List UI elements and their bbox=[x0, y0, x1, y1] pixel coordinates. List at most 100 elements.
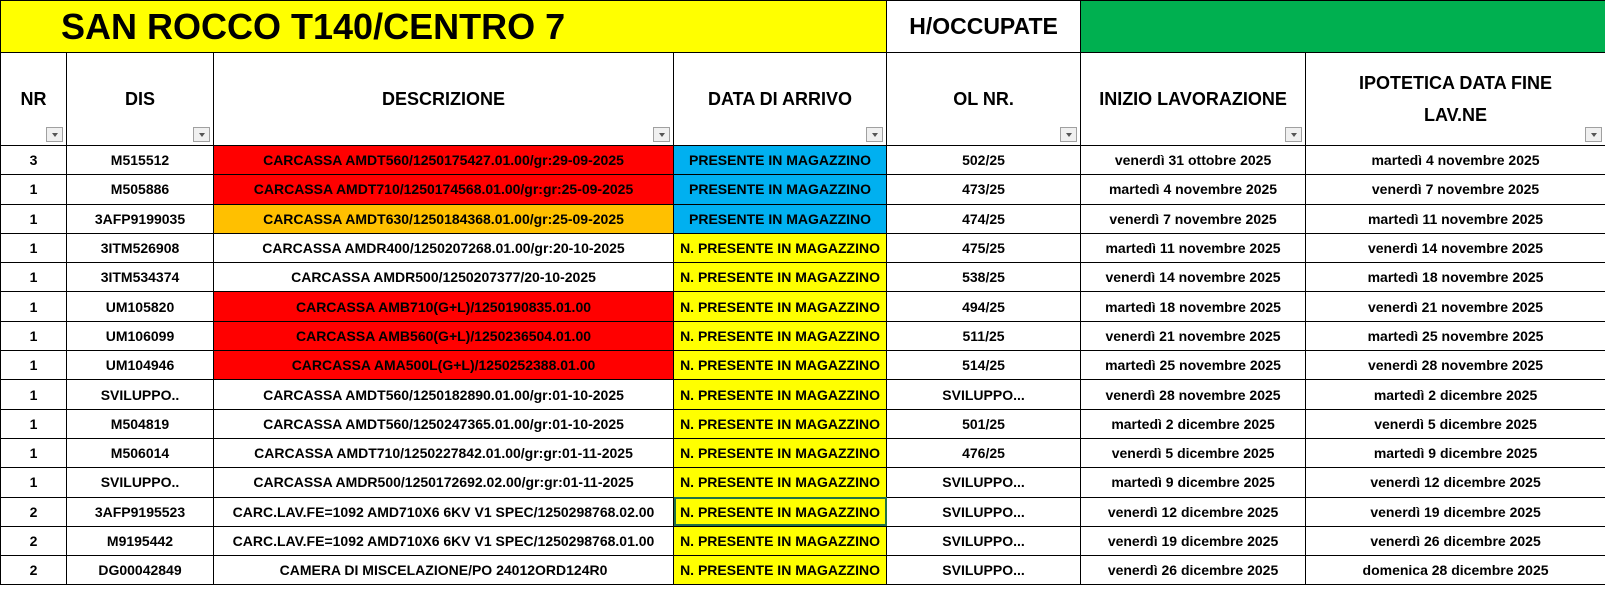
cell-data-fine[interactable]: venerdì 21 novembre 2025 bbox=[1305, 291, 1605, 322]
cell-dis[interactable]: M505886 bbox=[66, 174, 214, 205]
cell-data-fine[interactable]: martedì 9 dicembre 2025 bbox=[1305, 437, 1605, 469]
cell-ol-nr[interactable]: 475/25 bbox=[886, 232, 1082, 264]
cell-data-arrivo[interactable]: N. PRESENTE IN MAGAZZINO bbox=[672, 232, 888, 264]
cell-descrizione[interactable]: CARCASSA AMB710(G+L)/1250190835.01.00 bbox=[213, 291, 674, 322]
cell-inizio-lavorazione[interactable]: venerdì 12 dicembre 2025 bbox=[1080, 496, 1307, 527]
cell-ol-nr[interactable]: 474/25 bbox=[886, 203, 1082, 234]
cell-inizio-lavorazione[interactable]: venerdì 19 dicembre 2025 bbox=[1080, 525, 1307, 557]
cell-dis[interactable]: SVILUPPO.. bbox=[66, 467, 214, 498]
cell-data-arrivo[interactable]: N. PRESENTE IN MAGAZZINO bbox=[672, 320, 888, 352]
cell-ol-nr[interactable]: SVILUPPO... bbox=[886, 525, 1082, 557]
cell-data-arrivo[interactable]: N. PRESENTE IN MAGAZZINO bbox=[672, 379, 888, 410]
cell-data-arrivo[interactable]: N. PRESENTE IN MAGAZZINO bbox=[672, 291, 888, 322]
filter-dropdown-button[interactable] bbox=[46, 127, 63, 142]
cell-ol-nr[interactable]: 473/25 bbox=[886, 174, 1082, 205]
cell-descrizione[interactable]: CARC.LAV.FE=1092 AMD710X6 6KV V1 SPEC/12… bbox=[213, 496, 674, 527]
cell-nr[interactable]: 2 bbox=[0, 555, 67, 586]
header-data-fine[interactable]: IPOTETICA DATA FINE LAV.NE bbox=[1305, 52, 1605, 146]
cell-nr[interactable]: 1 bbox=[0, 467, 67, 498]
cell-data-fine[interactable]: venerdì 5 dicembre 2025 bbox=[1305, 408, 1605, 439]
filter-dropdown-button[interactable] bbox=[1285, 127, 1303, 142]
cell-nr[interactable]: 2 bbox=[0, 525, 67, 557]
cell-ol-nr[interactable]: 538/25 bbox=[886, 262, 1082, 293]
cell-dis[interactable]: 3AFP9199035 bbox=[66, 203, 214, 234]
cell-inizio-lavorazione[interactable]: martedì 11 novembre 2025 bbox=[1080, 232, 1307, 264]
cell-inizio-lavorazione[interactable]: venerdì 5 dicembre 2025 bbox=[1080, 437, 1307, 469]
cell-inizio-lavorazione[interactable]: venerdì 14 novembre 2025 bbox=[1080, 262, 1307, 293]
cell-ol-nr[interactable]: SVILUPPO... bbox=[886, 496, 1082, 527]
cell-ol-nr[interactable]: SVILUPPO... bbox=[886, 555, 1082, 586]
cell-ol-nr[interactable]: 494/25 bbox=[886, 291, 1082, 322]
cell-descrizione[interactable]: CARCASSA AMDT710/1250174568.01.00/gr:gr:… bbox=[213, 174, 674, 205]
cell-dis[interactable]: M9195442 bbox=[66, 525, 214, 557]
cell-nr[interactable]: 1 bbox=[0, 203, 67, 234]
cell-data-arrivo[interactable]: N. PRESENTE IN MAGAZZINO bbox=[672, 496, 888, 527]
cell-dis[interactable]: UM104946 bbox=[66, 350, 214, 381]
cell-inizio-lavorazione[interactable]: martedì 18 novembre 2025 bbox=[1080, 291, 1307, 322]
filter-dropdown-button[interactable] bbox=[1060, 127, 1078, 142]
cell-nr[interactable]: 1 bbox=[0, 437, 67, 469]
cell-nr[interactable]: 1 bbox=[0, 291, 67, 322]
cell-data-arrivo[interactable]: N. PRESENTE IN MAGAZZINO bbox=[672, 525, 888, 557]
cell-data-fine[interactable]: martedì 2 dicembre 2025 bbox=[1305, 379, 1605, 410]
cell-nr[interactable]: 1 bbox=[0, 320, 67, 352]
cell-data-arrivo[interactable]: N. PRESENTE IN MAGAZZINO bbox=[672, 467, 888, 498]
cell-data-fine[interactable]: martedì 4 novembre 2025 bbox=[1305, 144, 1605, 176]
cell-ol-nr[interactable]: SVILUPPO... bbox=[886, 467, 1082, 498]
cell-inizio-lavorazione[interactable]: venerdì 28 novembre 2025 bbox=[1080, 379, 1307, 410]
cell-inizio-lavorazione[interactable]: martedì 4 novembre 2025 bbox=[1080, 174, 1307, 205]
cell-inizio-lavorazione[interactable]: martedì 25 novembre 2025 bbox=[1080, 350, 1307, 381]
cell-ol-nr[interactable]: 511/25 bbox=[886, 320, 1082, 352]
filter-dropdown-button[interactable] bbox=[1585, 127, 1603, 142]
cell-dis[interactable]: UM105820 bbox=[66, 291, 214, 322]
header-dis[interactable]: DIS bbox=[66, 52, 214, 146]
cell-dis[interactable]: 3AFP9195523 bbox=[66, 496, 214, 527]
cell-nr[interactable]: 1 bbox=[0, 174, 67, 205]
cell-data-arrivo[interactable]: N. PRESENTE IN MAGAZZINO bbox=[672, 408, 888, 439]
cell-descrizione[interactable]: CARCASSA AMDT560/1250247365.01.00/gr:01-… bbox=[213, 408, 674, 439]
cell-data-arrivo[interactable]: N. PRESENTE IN MAGAZZINO bbox=[672, 262, 888, 293]
cell-nr[interactable]: 1 bbox=[0, 262, 67, 293]
sheet-title[interactable]: SAN ROCCO T140/CENTRO 7 bbox=[0, 0, 888, 53]
cell-nr[interactable]: 2 bbox=[0, 496, 67, 527]
cell-data-arrivo[interactable]: PRESENTE IN MAGAZZINO bbox=[672, 144, 888, 176]
cell-data-fine[interactable]: venerdì 7 novembre 2025 bbox=[1305, 174, 1605, 205]
cell-data-fine[interactable]: venerdì 12 dicembre 2025 bbox=[1305, 467, 1605, 498]
cell-descrizione[interactable]: CARCASSA AMDR500/1250172692.02.00/gr:gr:… bbox=[213, 467, 674, 498]
cell-inizio-lavorazione[interactable]: venerdì 31 ottobre 2025 bbox=[1080, 144, 1307, 176]
cell-descrizione[interactable]: CARCASSA AMDR400/1250207268.01.00/gr:20-… bbox=[213, 232, 674, 264]
cell-nr[interactable]: 1 bbox=[0, 232, 67, 264]
header-descrizione[interactable]: DESCRIZIONE bbox=[213, 52, 674, 146]
cell-data-fine[interactable]: venerdì 26 dicembre 2025 bbox=[1305, 525, 1605, 557]
cell-data-fine[interactable]: martedì 25 novembre 2025 bbox=[1305, 320, 1605, 352]
filter-dropdown-button[interactable] bbox=[193, 127, 210, 142]
cell-ol-nr[interactable]: 501/25 bbox=[886, 408, 1082, 439]
cell-descrizione[interactable]: CARCASSA AMB560(G+L)/1250236504.01.00 bbox=[213, 320, 674, 352]
cell-dis[interactable]: M506014 bbox=[66, 437, 214, 469]
occupate-bar[interactable] bbox=[1080, 0, 1605, 53]
cell-descrizione[interactable]: CARCASSA AMDR500/1250207377/20-10-2025 bbox=[213, 262, 674, 293]
cell-data-fine[interactable]: venerdì 19 dicembre 2025 bbox=[1305, 496, 1605, 527]
cell-data-arrivo[interactable]: N. PRESENTE IN MAGAZZINO bbox=[672, 350, 888, 381]
cell-ol-nr[interactable]: SVILUPPO... bbox=[886, 379, 1082, 410]
occupate-label[interactable]: H/OCCUPATE bbox=[886, 0, 1082, 53]
cell-nr[interactable]: 1 bbox=[0, 379, 67, 410]
header-data-arrivo[interactable]: DATA DI ARRIVO bbox=[672, 52, 888, 146]
cell-data-fine[interactable]: venerdì 28 novembre 2025 bbox=[1305, 350, 1605, 381]
cell-inizio-lavorazione[interactable]: venerdì 7 novembre 2025 bbox=[1080, 203, 1307, 234]
cell-dis[interactable]: M504819 bbox=[66, 408, 214, 439]
header-nr[interactable]: NR bbox=[0, 52, 67, 146]
cell-descrizione[interactable]: CARCASSA AMDT560/1250175427.01.00/gr:29-… bbox=[213, 144, 674, 176]
cell-inizio-lavorazione[interactable]: venerdì 26 dicembre 2025 bbox=[1080, 555, 1307, 586]
cell-ol-nr[interactable]: 514/25 bbox=[886, 350, 1082, 381]
cell-data-fine[interactable]: domenica 28 dicembre 2025 bbox=[1305, 555, 1605, 586]
cell-ol-nr[interactable]: 476/25 bbox=[886, 437, 1082, 469]
cell-descrizione[interactable]: CAMERA DI MISCELAZIONE/PO 24012ORD124R0 bbox=[213, 555, 674, 586]
cell-data-fine[interactable]: venerdì 14 novembre 2025 bbox=[1305, 232, 1605, 264]
cell-data-arrivo[interactable]: PRESENTE IN MAGAZZINO bbox=[672, 203, 888, 234]
cell-data-fine[interactable]: martedì 18 novembre 2025 bbox=[1305, 262, 1605, 293]
cell-descrizione[interactable]: CARCASSA AMDT560/1250182890.01.00/gr:01-… bbox=[213, 379, 674, 410]
cell-descrizione[interactable]: CARCASSA AMDT710/1250227842.01.00/gr:gr:… bbox=[213, 437, 674, 469]
cell-dis[interactable]: DG00042849 bbox=[66, 555, 214, 586]
cell-descrizione[interactable]: CARCASSA AMDT630/1250184368.01.00/gr:25-… bbox=[213, 203, 674, 234]
